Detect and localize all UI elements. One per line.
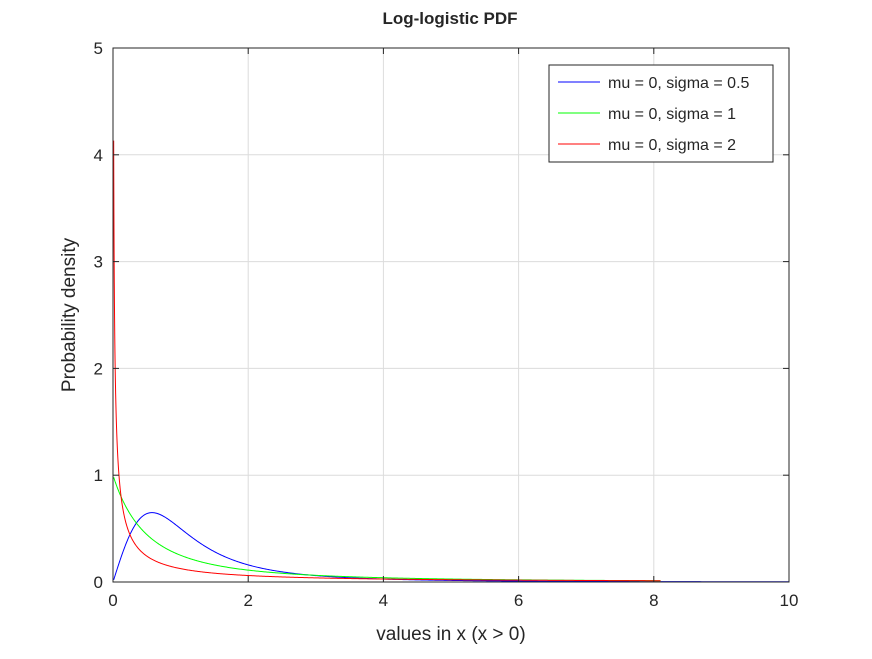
y-axis-label: Probability density (59, 237, 80, 392)
x-tick-label: 8 (649, 591, 658, 610)
x-tick-label: 10 (780, 591, 799, 610)
y-tick-label: 3 (94, 253, 103, 272)
y-tick-label: 5 (94, 39, 103, 58)
x-tick-label: 2 (243, 591, 252, 610)
y-tick-label: 0 (94, 573, 103, 592)
chart-title: Log-logistic PDF (382, 9, 517, 28)
series-line-sigma-2 (113, 140, 661, 582)
plot-area-border (112, 47, 790, 583)
x-axis-label: values in x (x > 0) (376, 624, 525, 645)
legend-entry: mu = 0, sigma = 0.5 (608, 75, 750, 92)
legend-entry: mu = 0, sigma = 1 (608, 106, 736, 123)
y-tick-label: 2 (94, 359, 103, 378)
x-tick-label: 6 (514, 591, 523, 610)
series-line-sigma-0.5 (113, 512, 789, 583)
y-tick-label: 1 (94, 466, 103, 485)
legend-entry: mu = 0, sigma = 2 (608, 137, 736, 154)
ticks: 0 2 4 6 8 10 0 1 2 3 4 5 (94, 39, 799, 610)
legend: mu = 0, sigma = 0.5 mu = 0, sigma = 1 mu =… (548, 64, 774, 163)
x-tick-label: 0 (108, 591, 117, 610)
series-line-sigma-1 (113, 477, 661, 582)
curves (113, 140, 789, 583)
y-tick-label: 4 (94, 146, 103, 165)
x-tick-label: 4 (379, 591, 388, 610)
